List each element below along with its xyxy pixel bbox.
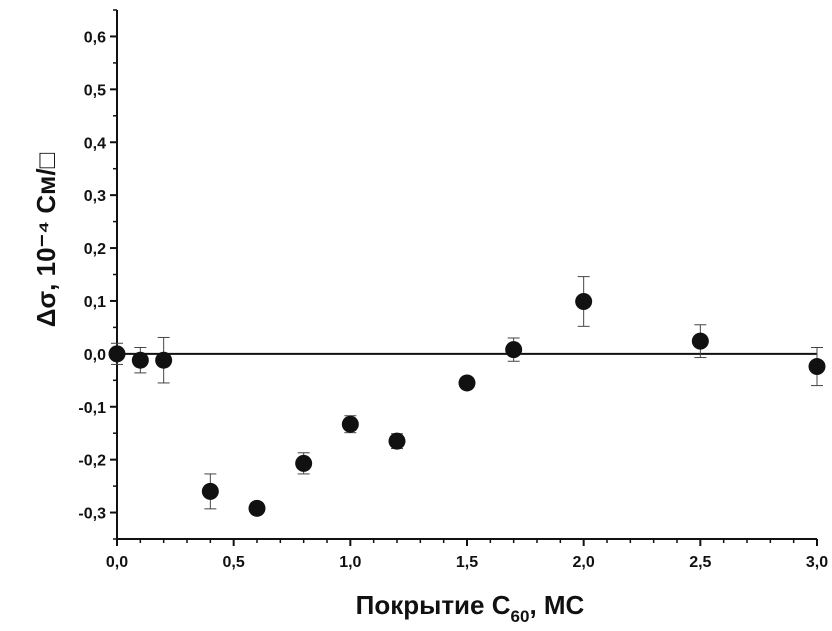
x-axis-title-tail: , МС: [529, 590, 584, 620]
data-marks: [108, 276, 826, 517]
y-tick-label: -0,2: [78, 453, 106, 470]
data-point: [691, 332, 709, 350]
data-point: [108, 345, 126, 363]
x-tick-label: 1,5: [456, 554, 478, 571]
y-tick-label: 0,3: [84, 188, 106, 205]
x-tick-label: 0,5: [223, 554, 245, 571]
axes: -0,3 -0,2 -0,1 0,0 0,1 0,2 0,3 0,4 0,5 0,6 0,0 0,5 1…: [78, 9, 828, 571]
x-axis-title: Покрытие C60, МС: [356, 590, 585, 626]
data-point: [388, 432, 406, 450]
x-tick-label: 3,0: [806, 554, 828, 571]
x-tick-label: 0,0: [106, 554, 128, 571]
data-point: [155, 351, 173, 369]
data-point: [505, 341, 523, 359]
data-point: [131, 351, 149, 369]
x-tick-label: 2,5: [689, 554, 711, 571]
data-point: [575, 292, 593, 310]
data-point: [295, 454, 313, 472]
x-axis-title-subscript: 60: [511, 607, 530, 626]
y-tick-label: 0,6: [84, 29, 106, 46]
y-tick-label: -0,1: [78, 400, 106, 417]
data-point: [201, 482, 219, 500]
x-axis-title-main: Покрытие C: [356, 590, 511, 620]
data-point: [248, 499, 266, 517]
y-tick-label: 0,4: [84, 135, 106, 152]
x-tick-label: 1,0: [339, 554, 361, 571]
y-tick-label: 0,5: [84, 82, 106, 99]
y-tick-label: 0,2: [84, 241, 106, 258]
data-point: [458, 374, 476, 392]
x-tick-label: 2,0: [573, 554, 595, 571]
y-tick-label: 0,0: [84, 347, 106, 364]
y-tick-label: 0,1: [84, 294, 106, 311]
data-point: [808, 358, 826, 376]
y-tick-label: -0,3: [78, 506, 106, 523]
y-axis-title: Δσ, 10⁻⁴ См/□: [31, 152, 61, 327]
data-point: [341, 415, 359, 433]
